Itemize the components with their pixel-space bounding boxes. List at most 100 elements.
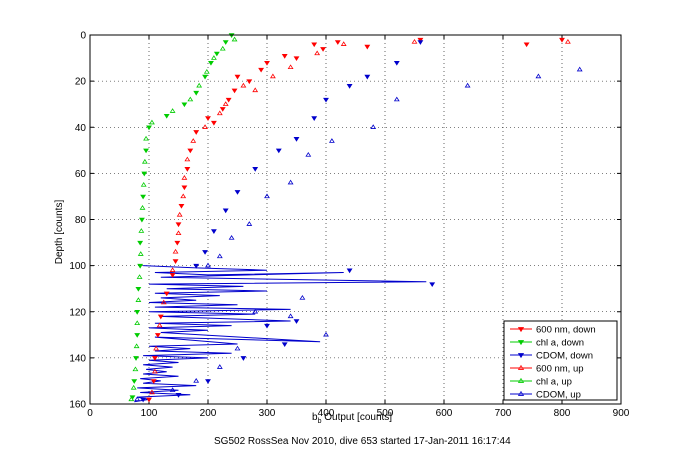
- data-point: [264, 193, 270, 199]
- data-point: [139, 205, 146, 210]
- data-point: [264, 60, 270, 66]
- data-point: [133, 356, 139, 361]
- legend-marker: [517, 353, 525, 359]
- data-point: [234, 345, 241, 351]
- y-tick-label: 40: [75, 123, 87, 134]
- data-point: [134, 333, 141, 338]
- data-point: [174, 240, 181, 246]
- series-600-nm-up: [149, 38, 571, 395]
- x-tick-label: 800: [554, 408, 571, 419]
- data-point: [143, 148, 149, 154]
- data-point: [169, 108, 176, 113]
- y-tick-labels: 0 20 40 60 80 100 120 140 160: [69, 31, 86, 411]
- x-tick-label: 900: [613, 408, 630, 419]
- data-point: [202, 74, 208, 80]
- legend-label: 600 nm, down: [536, 325, 596, 336]
- data-point: [176, 211, 183, 217]
- data-point: [252, 167, 259, 172]
- data-point: [213, 51, 220, 57]
- data-point: [417, 37, 424, 43]
- data-point: [340, 41, 347, 46]
- data-point: [175, 230, 182, 236]
- x-tick-label: 200: [200, 408, 217, 419]
- data-point: [180, 193, 187, 199]
- data-point: [141, 171, 148, 177]
- data-point: [228, 234, 235, 240]
- data-point: [137, 240, 144, 246]
- data-point: [281, 54, 288, 59]
- data-point: [393, 96, 400, 102]
- data-point: [205, 116, 211, 121]
- y-tick-label: 120: [69, 307, 86, 318]
- data-point: [140, 181, 147, 187]
- x-tick-label: 600: [436, 408, 453, 419]
- data-point: [134, 320, 141, 326]
- data-point: [150, 379, 157, 384]
- data-point: [172, 248, 179, 254]
- data-point: [210, 55, 217, 60]
- data-point: [140, 397, 147, 403]
- data-point: [184, 156, 191, 162]
- data-point: [134, 396, 141, 402]
- data-point: [219, 107, 226, 112]
- data-point: [187, 148, 194, 154]
- data-point: [264, 323, 270, 329]
- data-point: [234, 190, 241, 195]
- data-point: [216, 110, 223, 116]
- data-point: [464, 82, 471, 88]
- data-point: [523, 42, 530, 48]
- data-point: [222, 101, 229, 106]
- legend-marker: [517, 390, 525, 396]
- data-point: [131, 379, 138, 384]
- data-point: [140, 194, 147, 200]
- data-point: [393, 60, 400, 66]
- data-point: [246, 79, 253, 85]
- data-point: [130, 384, 137, 390]
- data-point: [222, 208, 229, 214]
- y-axis-label: Depth [counts]: [54, 200, 65, 265]
- y-tick-label: 80: [75, 215, 87, 226]
- axes-box: [89, 34, 622, 405]
- data-point: [146, 125, 152, 131]
- data-point: [328, 138, 335, 143]
- series-600-nm-down: [146, 37, 565, 403]
- data-point: [208, 60, 214, 66]
- data-point: [576, 66, 583, 72]
- data-point: [364, 74, 371, 80]
- data-point: [149, 119, 155, 125]
- data-point: [234, 74, 241, 80]
- legend-label: CDOM, down: [536, 351, 593, 362]
- data-point: [240, 356, 247, 361]
- x-axis-label: bb Output [counts]: [312, 412, 392, 425]
- legend-marker: [517, 340, 525, 346]
- data-point: [154, 333, 161, 338]
- legend-box: [503, 320, 618, 401]
- data-point: [135, 286, 142, 292]
- data-point: [132, 366, 139, 372]
- data-point: [175, 393, 182, 398]
- data-point: [133, 343, 140, 349]
- data-point: [205, 379, 211, 384]
- data-point: [231, 36, 238, 42]
- data-point: [135, 297, 142, 302]
- data-point: [156, 322, 163, 328]
- data-point: [411, 38, 418, 44]
- data-point: [136, 274, 143, 279]
- data-point: [364, 44, 371, 50]
- x-tick-label: 100: [141, 408, 158, 419]
- data-point: [275, 148, 282, 154]
- data-point: [181, 175, 188, 180]
- series-chl-a-up: [128, 36, 238, 402]
- data-point: [138, 217, 145, 223]
- data-point: [287, 64, 294, 70]
- data-point: [193, 263, 200, 269]
- data-point: [293, 319, 300, 324]
- y-tick-label: 160: [69, 400, 86, 411]
- data-point: [153, 345, 160, 351]
- data-point: [323, 331, 329, 337]
- data-point: [187, 96, 194, 102]
- y-tick-label: 140: [69, 353, 86, 364]
- data-point: [190, 138, 197, 143]
- data-point: [169, 273, 176, 278]
- data-point: [172, 259, 179, 264]
